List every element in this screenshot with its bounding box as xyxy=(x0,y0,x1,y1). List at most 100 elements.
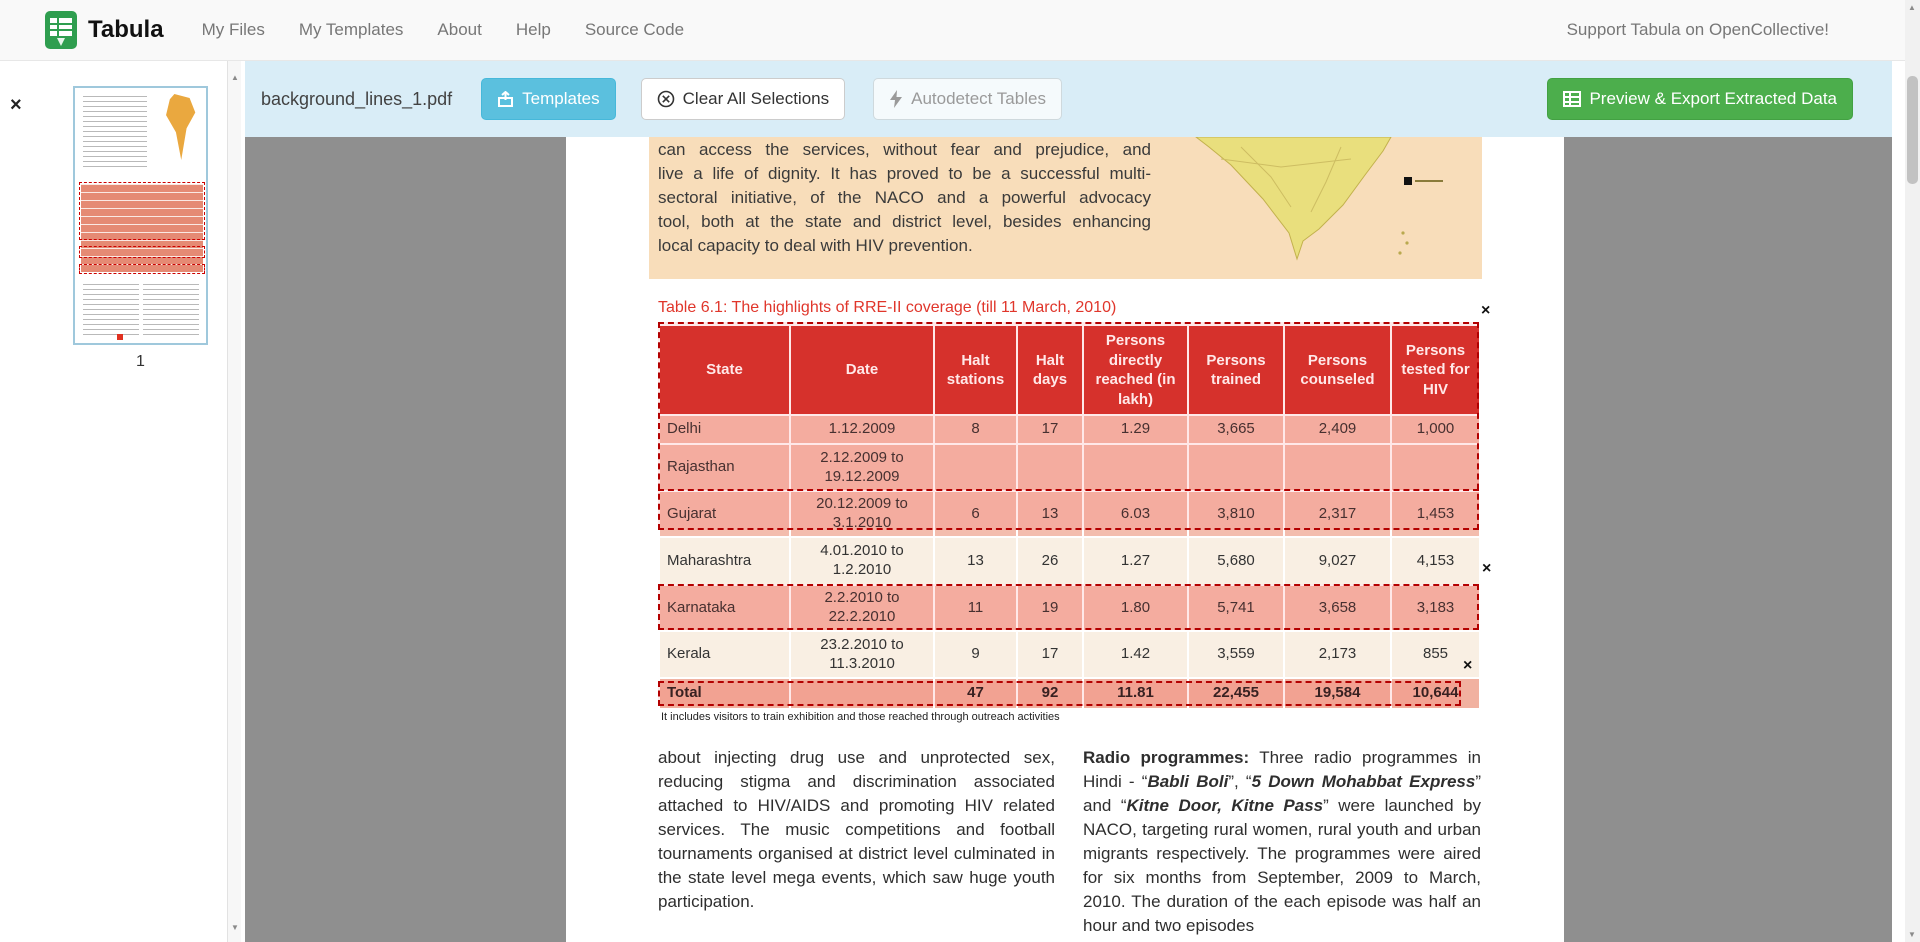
intro-line: can access the services, without fear an… xyxy=(658,140,1151,159)
table-row: Karnataka 2.2.2010 to 22.2.2010 11 19 1.80 5,… xyxy=(658,584,1481,632)
table-cell xyxy=(1082,443,1189,492)
tabula-logo[interactable] xyxy=(44,10,78,50)
page-number-label: 1 xyxy=(136,353,145,370)
preview-export-label: Preview & Export Extracted Data xyxy=(1589,89,1837,108)
table-header-cell: State xyxy=(658,324,791,416)
clear-all-selections-label: Clear All Selections xyxy=(682,89,830,108)
pdf-right-column: Radio programmes: Three radio programmes… xyxy=(1083,746,1481,938)
table-header-cell: Persons tested for HIV xyxy=(1390,324,1481,416)
thumb-selection xyxy=(79,182,205,240)
right-column-text: Three radio programmes in Hindi - “ xyxy=(1083,748,1481,791)
sidebar-scrollbar[interactable]: ▲ ▼ xyxy=(227,61,241,942)
table-cell: Delhi xyxy=(658,414,791,445)
main-scrollbar[interactable]: ▲ ▼ xyxy=(1905,0,1920,942)
scroll-down-icon[interactable]: ▼ xyxy=(1908,930,1916,939)
support-link[interactable]: Support Tabula on OpenCollective! xyxy=(1566,20,1829,39)
table-cell xyxy=(1187,443,1285,492)
nav-link-help[interactable]: Help xyxy=(515,20,551,39)
table-cell: 1,000 xyxy=(1390,414,1481,445)
table-row: Delhi 1.12.2009 8 17 1.29 3,665 2,409 1,000 xyxy=(658,414,1481,445)
table-row: Kerala 23.2.2010 to 11.3.2010 9 17 1.42 3,559… xyxy=(658,630,1481,679)
table-cell: 3,665 xyxy=(1187,414,1285,445)
selection-divider xyxy=(658,489,1479,491)
lightning-icon xyxy=(890,90,903,108)
table-cell: 11 xyxy=(933,584,1018,632)
intro-line: local capacity to deal with HIV preventi… xyxy=(658,236,973,255)
thumb-text-column xyxy=(83,284,139,336)
selection-box[interactable] xyxy=(658,584,1479,630)
table-cell: 2,173 xyxy=(1283,630,1392,679)
table-row: Maharashtra 4.01.2010 to 1.2.2010 13 26 1.27… xyxy=(658,536,1481,586)
close-icon[interactable]: × xyxy=(10,94,22,116)
nav-link-my-templates[interactable]: My Templates xyxy=(298,20,404,39)
table-cell: 19 xyxy=(1016,584,1084,632)
table-cell xyxy=(1016,443,1084,492)
table-cell: Kerala xyxy=(658,630,791,679)
scroll-up-icon[interactable]: ▲ xyxy=(231,73,239,82)
right-column-lead: Radio programmes: xyxy=(1083,748,1250,767)
nav-link-about[interactable]: About xyxy=(437,20,482,39)
table-cell: 4,153 xyxy=(1390,536,1481,586)
templates-button[interactable]: Templates xyxy=(481,78,616,120)
nav-link-source-code[interactable]: Source Code xyxy=(584,20,685,39)
radio-title: Kitne Door, Kitne Pass xyxy=(1126,796,1324,815)
selection-box[interactable] xyxy=(658,681,1461,706)
thumb-text-column xyxy=(143,284,199,336)
clear-circle-x-icon xyxy=(657,90,674,108)
table-cell xyxy=(1283,443,1392,492)
page-thumbnail[interactable] xyxy=(73,86,208,345)
scrollbar-thumb[interactable] xyxy=(1907,76,1918,184)
table-cell: 4.01.2010 to 1.2.2010 xyxy=(789,536,935,586)
nav-link-my-files[interactable]: My Files xyxy=(201,20,265,39)
table-cell: 3,658 xyxy=(1283,584,1392,632)
thumb-text-block xyxy=(83,96,147,170)
intro-line: sectoral initiative, of the NACO and a p… xyxy=(658,188,1151,207)
table-cell: 2,409 xyxy=(1283,414,1392,445)
table-cell: Rajasthan xyxy=(658,443,791,492)
table-header-cell: Halt stations xyxy=(933,324,1018,416)
autodetect-tables-button[interactable]: Autodetect Tables xyxy=(873,78,1062,120)
table-cell: 1.12.2009 xyxy=(789,414,935,445)
selection-delete-icon[interactable]: × xyxy=(1482,560,1492,577)
selection-delete-icon[interactable]: × xyxy=(1463,657,1473,674)
scroll-down-icon[interactable]: ▼ xyxy=(231,923,239,932)
table-header-cell: Halt days xyxy=(1016,324,1084,416)
clear-all-selections-button[interactable]: Clear All Selections xyxy=(640,78,846,120)
intro-line: live a life of dignity. It has proved to… xyxy=(658,164,1151,183)
table-header-cell: Persons counseled xyxy=(1283,324,1392,416)
table-body: Delhi 1.12.2009 8 17 1.29 3,665 2,409 1,000 Raja… xyxy=(658,414,1481,710)
selection-box[interactable] xyxy=(658,322,1479,530)
page-thumbnails-sidebar: × 1 ▲ ▼ xyxy=(0,61,245,942)
table-cell: 9,027 xyxy=(1283,536,1392,586)
table-footnote: It includes visitors to train exhibition… xyxy=(661,711,1060,723)
scroll-up-icon[interactable]: ▲ xyxy=(1908,3,1916,12)
toolbar: background_lines_1.pdf Templates Clear A… xyxy=(245,61,1892,137)
table-header-cell: Persons directly reached (in lakh) xyxy=(1082,324,1189,416)
selection-delete-icon[interactable]: × xyxy=(1481,302,1491,319)
templates-button-label: Templates xyxy=(522,89,600,108)
table-cell: 3,183 xyxy=(1390,584,1481,632)
table-header-cell: Persons trained xyxy=(1187,324,1285,416)
table-cell xyxy=(1390,443,1481,492)
table-header-cell: Date xyxy=(789,324,935,416)
preview-export-button[interactable]: Preview & Export Extracted Data xyxy=(1547,78,1853,120)
right-column-text: ”, “ xyxy=(1228,772,1252,791)
table-cell: 9 xyxy=(933,630,1018,679)
thumb-map xyxy=(166,94,196,160)
table-cell: 3,559 xyxy=(1187,630,1285,679)
pdf-page[interactable]: can access the services, without fear an… xyxy=(566,137,1564,942)
table-cell: 17 xyxy=(1016,630,1084,679)
table-cell: Karnataka xyxy=(658,584,791,632)
right-column-text: ” were launched by NACO, targeting rural… xyxy=(1083,796,1482,935)
table-cell: 2.2.2010 to 22.2.2010 xyxy=(789,584,935,632)
table-cell: 26 xyxy=(1016,536,1084,586)
india-map-image xyxy=(1151,137,1482,279)
table-cell: 5,680 xyxy=(1187,536,1285,586)
brand-title[interactable]: Tabula xyxy=(88,16,164,43)
table-cell: 17 xyxy=(1016,414,1084,445)
table-cell: 6 xyxy=(933,490,1018,538)
table-cell: Maharashtra xyxy=(658,536,791,586)
radio-title: Babli Boli xyxy=(1147,772,1229,791)
table-row: Rajasthan 2.12.2009 to 19.12.2009 xyxy=(658,443,1481,492)
